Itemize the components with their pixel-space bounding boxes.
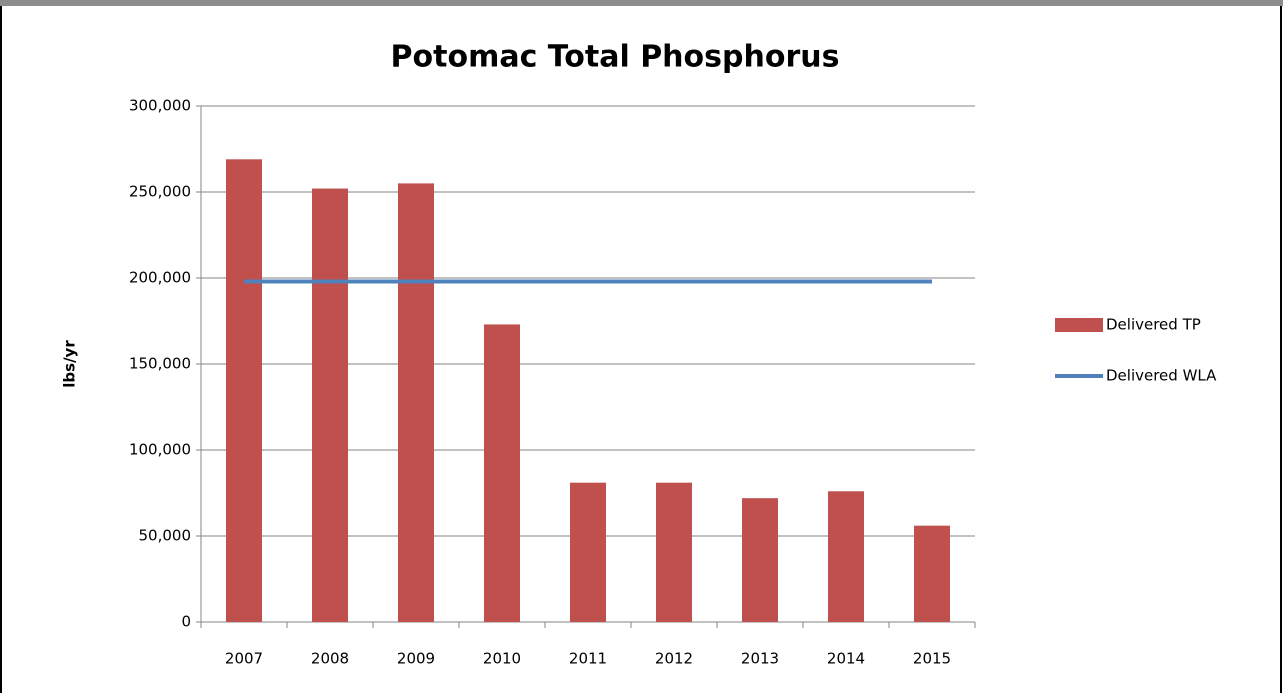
bar — [828, 491, 864, 622]
y-tick-label: 300,000 — [129, 97, 191, 115]
y-tick-label: 0 — [181, 613, 191, 631]
chart-title: Potomac Total Phosphorus — [391, 40, 840, 75]
y-tick-label: 250,000 — [129, 183, 191, 201]
y-tick-label: 150,000 — [129, 355, 191, 373]
y-tick-label: 100,000 — [129, 441, 191, 459]
y-axis-label: lbs/yr — [61, 340, 79, 388]
x-tick-label: 2013 — [741, 650, 779, 668]
bar — [742, 498, 778, 622]
x-tick-label: 2015 — [913, 650, 951, 668]
x-tick-label: 2011 — [569, 650, 607, 668]
legend-swatch — [1055, 318, 1103, 332]
bar — [570, 482, 606, 622]
bar — [484, 324, 520, 622]
x-tick-label: 2012 — [655, 650, 693, 668]
bar — [656, 482, 692, 622]
x-tick-label: 2010 — [483, 650, 521, 668]
bar — [226, 159, 262, 622]
legend-label: Delivered WLA — [1106, 367, 1217, 385]
top-bar — [0, 0, 1283, 6]
legend-label: Delivered TP — [1106, 316, 1201, 334]
bar — [914, 525, 950, 622]
x-tick-label: 2014 — [827, 650, 865, 668]
y-tick-label: 200,000 — [129, 269, 191, 287]
y-tick-label: 50,000 — [139, 527, 192, 545]
x-tick-label: 2008 — [311, 650, 349, 668]
bar — [398, 183, 434, 622]
x-tick-label: 2007 — [225, 650, 263, 668]
bar — [312, 188, 348, 622]
x-tick-label: 2009 — [397, 650, 435, 668]
